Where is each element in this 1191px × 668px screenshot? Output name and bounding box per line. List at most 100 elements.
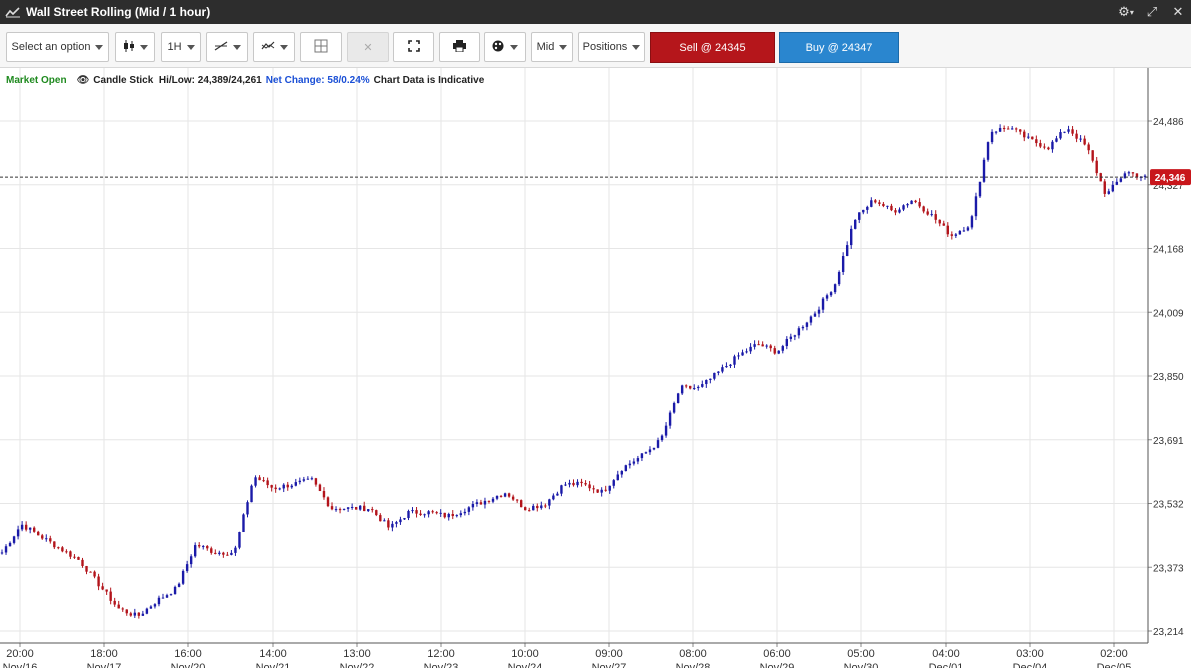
candle-body bbox=[725, 366, 728, 368]
candle-body bbox=[1135, 173, 1139, 178]
candle-body bbox=[387, 520, 390, 528]
candle-body bbox=[813, 313, 817, 317]
x-time-label: 16:00 bbox=[174, 648, 202, 660]
candle-body bbox=[749, 346, 752, 352]
candle-body bbox=[660, 435, 664, 441]
candle-body bbox=[298, 480, 302, 483]
y-tick-label: 24,009 bbox=[1153, 308, 1184, 319]
x-time-label: 10:00 bbox=[511, 648, 539, 660]
candle-body bbox=[934, 214, 937, 220]
candle-body bbox=[850, 228, 853, 246]
candle-body bbox=[1035, 139, 1038, 144]
draw-tools-dropdown[interactable] bbox=[206, 32, 248, 62]
close-icon[interactable]: ✕ bbox=[1172, 4, 1184, 19]
candle-body bbox=[153, 604, 157, 607]
crosshair-icon bbox=[314, 39, 328, 56]
expand-icon[interactable]: ⤢ bbox=[1146, 4, 1158, 19]
chart-type-dropdown[interactable] bbox=[115, 32, 155, 62]
select-option-dropdown[interactable]: Select an option bbox=[6, 32, 109, 62]
candle-body bbox=[1091, 150, 1094, 161]
buy-button[interactable]: Buy @ 24347 bbox=[779, 32, 899, 63]
candle-body bbox=[403, 518, 406, 520]
candle-body bbox=[1095, 160, 1098, 174]
candle-body bbox=[391, 523, 394, 528]
settings-gear-icon[interactable]: ⚙ ▾ bbox=[1118, 4, 1134, 19]
candle-body bbox=[584, 483, 587, 485]
sell-button[interactable]: Sell @ 24345 bbox=[650, 32, 775, 63]
candle-body bbox=[41, 535, 44, 539]
candle-body bbox=[358, 505, 362, 510]
print-button[interactable] bbox=[439, 32, 480, 62]
fullscreen-icon bbox=[407, 39, 420, 55]
candle-body bbox=[415, 510, 418, 514]
eye-icon[interactable]: 👁 bbox=[76, 74, 90, 86]
candle-body bbox=[894, 210, 897, 213]
positions-dropdown[interactable]: Positions bbox=[578, 32, 645, 62]
print-icon bbox=[453, 39, 466, 55]
candle-body bbox=[463, 511, 467, 514]
candle-body bbox=[24, 524, 28, 530]
reset-zoom-button[interactable]: ✕ bbox=[347, 32, 389, 62]
candle-body bbox=[524, 507, 527, 511]
candle-body bbox=[278, 488, 281, 490]
candle-body bbox=[1039, 143, 1042, 147]
candle-body bbox=[540, 505, 543, 509]
candle-body bbox=[544, 505, 547, 507]
candle-body bbox=[202, 546, 205, 548]
candle-body bbox=[854, 219, 857, 229]
candle-body bbox=[419, 513, 422, 515]
market-status: Market Open bbox=[6, 74, 67, 86]
candle-body bbox=[346, 507, 350, 509]
candle-body bbox=[1083, 138, 1086, 145]
crosshair-button[interactable] bbox=[300, 32, 342, 62]
fullscreen-button[interactable] bbox=[393, 32, 434, 62]
candle-body bbox=[322, 491, 326, 498]
x-time-label: 02:00 bbox=[1100, 648, 1128, 660]
candle-body bbox=[817, 309, 821, 314]
candle-body bbox=[443, 512, 446, 518]
palette-icon bbox=[492, 40, 505, 55]
candle-body bbox=[548, 499, 551, 506]
candle-body bbox=[648, 449, 652, 453]
candle-body bbox=[20, 524, 24, 530]
candle-body bbox=[1015, 128, 1018, 130]
candle-body bbox=[564, 484, 567, 486]
candle-body bbox=[825, 295, 829, 299]
net-change-value: 58/0.24% bbox=[327, 74, 370, 86]
candle-body bbox=[318, 484, 322, 492]
candle-body bbox=[113, 600, 116, 605]
color-dropdown[interactable] bbox=[484, 32, 526, 62]
candle-body bbox=[342, 508, 346, 510]
candle-body bbox=[761, 344, 764, 347]
indicators-dropdown[interactable] bbox=[253, 32, 295, 62]
candle-body bbox=[906, 204, 909, 206]
y-tick-label: 24,486 bbox=[1153, 117, 1184, 128]
current-price-label: 24,346 bbox=[1155, 173, 1186, 184]
y-tick-label: 23,373 bbox=[1153, 563, 1184, 574]
candle-body bbox=[624, 465, 628, 472]
candle-body bbox=[149, 606, 153, 609]
candle-body bbox=[733, 356, 736, 365]
candle-body bbox=[1119, 178, 1123, 182]
price-type-dropdown[interactable]: Mid bbox=[531, 32, 573, 62]
candle-body bbox=[290, 485, 293, 488]
candle-body bbox=[1115, 181, 1119, 185]
candle-body bbox=[717, 371, 720, 373]
candle-body bbox=[962, 230, 966, 232]
candle-body bbox=[145, 608, 149, 614]
candle-body bbox=[314, 478, 318, 485]
candle-body bbox=[926, 211, 929, 215]
candle-body bbox=[684, 385, 688, 387]
candle-body bbox=[1051, 141, 1054, 150]
candle-body bbox=[395, 522, 398, 524]
chevron-down-icon bbox=[95, 44, 104, 50]
candle-body bbox=[982, 159, 986, 182]
candle-body bbox=[491, 498, 495, 502]
candle-body bbox=[954, 234, 958, 236]
candle-body bbox=[399, 519, 402, 523]
price-chart[interactable]: 24,486 24,327 24,168 24,009 23,850 23,691 23,5… bbox=[0, 68, 1191, 668]
chevron-down-icon bbox=[232, 44, 241, 50]
timeframe-dropdown[interactable]: 1H bbox=[161, 32, 201, 62]
candle-body bbox=[427, 511, 430, 515]
candle-body bbox=[226, 554, 229, 556]
